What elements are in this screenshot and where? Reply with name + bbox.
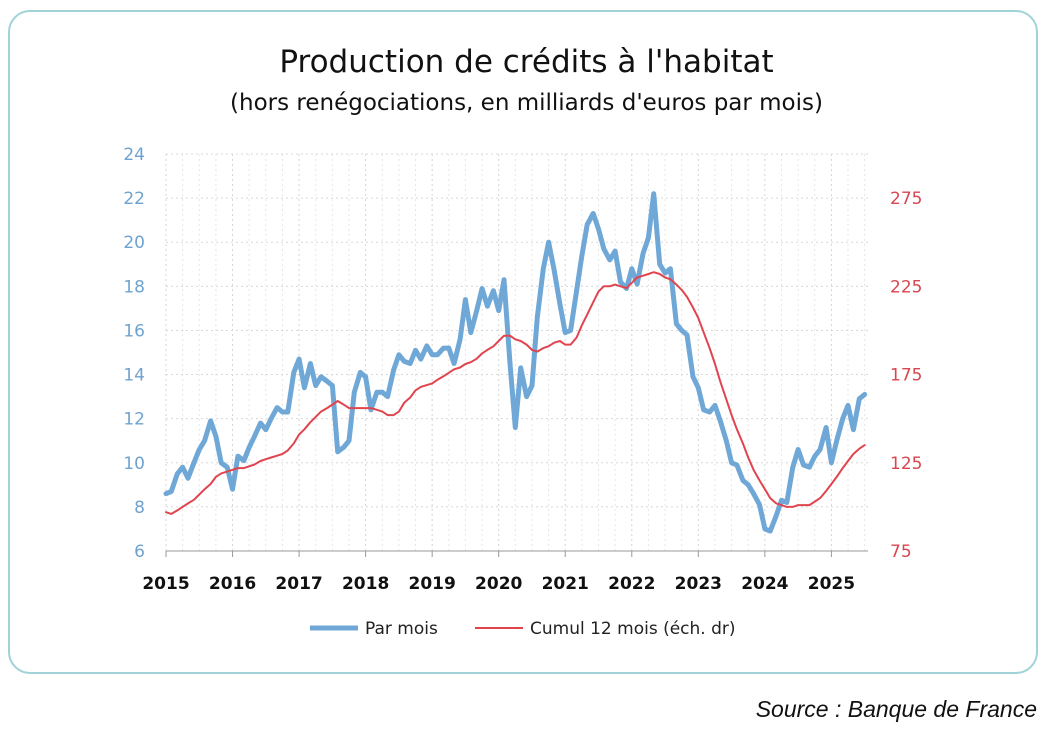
- y-left-tick-label: 8: [134, 498, 145, 518]
- y-left-tick-label: 10: [123, 454, 145, 474]
- chart-subtitle: (hors renégociations, en milliards d'eur…: [230, 90, 823, 116]
- y-right-tick-label: 75: [890, 542, 912, 562]
- y-left-tick-label: 24: [123, 145, 145, 165]
- x-tick-label: 2019: [408, 574, 455, 594]
- legend-label-monthly: Par mois: [365, 619, 438, 639]
- x-tick-label: 2017: [275, 574, 322, 594]
- x-tick-label: 2015: [142, 574, 189, 594]
- series-line-monthly: [163, 191, 868, 534]
- series-line-cumul: [165, 271, 866, 515]
- y-left-tick-label: 14: [123, 366, 145, 386]
- chart-title: Production de crédits à l'habitat: [279, 44, 774, 80]
- y-left-tick-label: 6: [134, 542, 145, 562]
- y-right-tick-label: 225: [890, 277, 922, 297]
- x-tick-label: 2016: [209, 574, 256, 594]
- y-left-tick-label: 22: [123, 189, 145, 209]
- y-left-tick-label: 18: [123, 277, 145, 297]
- x-tick-label: 2018: [342, 574, 389, 594]
- x-tick-label: 2022: [608, 574, 655, 594]
- x-tick-label: 2025: [808, 574, 855, 594]
- y-left-tick-label: 20: [123, 233, 145, 253]
- x-tick-label: 2021: [542, 574, 589, 594]
- legend-label-cumul: Cumul 12 mois (éch. dr): [530, 619, 736, 639]
- x-tick-label: 2020: [475, 574, 522, 594]
- source-note: Source : Banque de France: [755, 696, 1037, 722]
- x-tick-label: 2023: [675, 574, 722, 594]
- y-left-tick-label: 12: [123, 410, 145, 430]
- y-right-tick-label: 175: [890, 366, 922, 386]
- y-right-tick-label: 125: [890, 454, 922, 474]
- y-left-tick-label: 16: [123, 321, 145, 341]
- x-tick-label: 2024: [741, 574, 788, 594]
- y-right-tick-label: 275: [890, 189, 922, 209]
